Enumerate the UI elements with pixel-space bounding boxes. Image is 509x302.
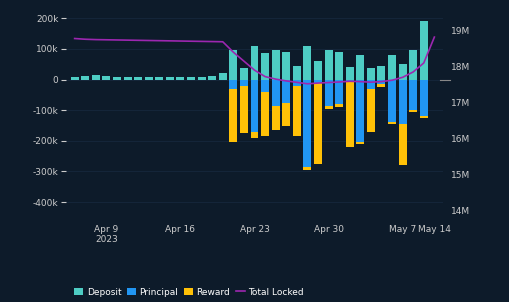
Bar bbox=[230, 79, 237, 89]
Bar bbox=[388, 79, 396, 122]
Bar bbox=[303, 46, 312, 79]
Bar bbox=[187, 77, 195, 79]
Legend: Deposit, Principal, Reward, Total Locked: Deposit, Principal, Reward, Total Locked bbox=[71, 284, 307, 300]
Bar bbox=[261, 92, 269, 136]
Bar bbox=[335, 104, 343, 107]
Bar bbox=[388, 122, 396, 124]
Bar bbox=[325, 50, 332, 79]
Bar bbox=[378, 84, 385, 87]
Bar bbox=[250, 132, 259, 138]
Bar bbox=[388, 55, 396, 79]
Bar bbox=[314, 83, 322, 164]
Bar bbox=[409, 79, 417, 110]
Bar bbox=[420, 116, 428, 118]
Bar bbox=[325, 79, 332, 106]
Bar bbox=[367, 79, 375, 89]
Bar bbox=[420, 21, 428, 79]
Bar bbox=[303, 79, 312, 167]
Bar bbox=[420, 79, 428, 116]
Bar bbox=[208, 76, 216, 79]
Bar bbox=[240, 68, 248, 79]
Bar bbox=[409, 110, 417, 112]
Bar bbox=[293, 79, 301, 86]
Bar bbox=[166, 77, 174, 79]
Bar bbox=[134, 77, 142, 79]
Bar bbox=[250, 79, 259, 132]
Bar bbox=[293, 86, 301, 136]
Bar bbox=[272, 50, 279, 79]
Bar bbox=[145, 77, 153, 79]
Bar bbox=[378, 79, 385, 84]
Bar bbox=[272, 106, 279, 130]
Bar bbox=[378, 66, 385, 79]
Bar bbox=[367, 89, 375, 132]
Bar bbox=[282, 102, 290, 126]
Bar bbox=[293, 66, 301, 79]
Bar bbox=[230, 50, 237, 79]
Bar bbox=[335, 52, 343, 79]
Bar bbox=[155, 77, 163, 79]
Bar bbox=[261, 79, 269, 92]
Bar bbox=[250, 46, 259, 79]
Bar bbox=[102, 76, 110, 79]
Bar bbox=[219, 73, 227, 79]
Bar bbox=[399, 64, 407, 79]
Bar bbox=[346, 81, 354, 147]
Bar bbox=[71, 77, 78, 79]
Bar bbox=[261, 53, 269, 79]
Bar bbox=[367, 68, 375, 79]
Bar bbox=[282, 79, 290, 102]
Bar bbox=[230, 89, 237, 142]
Bar bbox=[356, 79, 364, 142]
Bar bbox=[240, 79, 248, 86]
Bar bbox=[314, 79, 322, 83]
Bar bbox=[335, 79, 343, 104]
Bar bbox=[282, 52, 290, 79]
Bar bbox=[399, 79, 407, 124]
Bar bbox=[124, 77, 131, 79]
Bar bbox=[240, 86, 248, 133]
Bar bbox=[197, 77, 206, 79]
Bar bbox=[346, 79, 354, 81]
Bar bbox=[81, 76, 89, 79]
Bar bbox=[113, 77, 121, 79]
Bar bbox=[356, 55, 364, 79]
Bar bbox=[325, 106, 332, 109]
Bar bbox=[303, 167, 312, 170]
Bar bbox=[346, 67, 354, 79]
Bar bbox=[272, 79, 279, 106]
Bar bbox=[92, 75, 100, 79]
Bar bbox=[177, 77, 184, 79]
Bar bbox=[399, 124, 407, 165]
Bar bbox=[409, 50, 417, 79]
Bar bbox=[314, 61, 322, 79]
Bar bbox=[356, 142, 364, 144]
